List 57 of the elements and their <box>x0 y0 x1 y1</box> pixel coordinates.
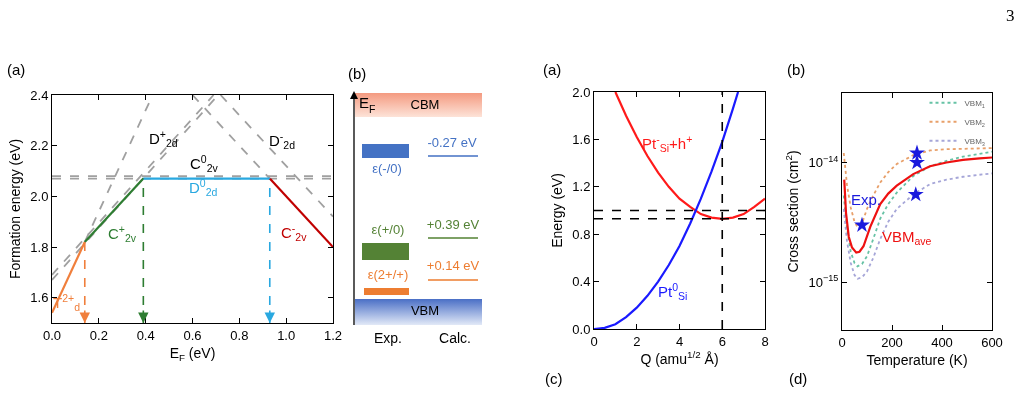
chart-title: (b) <box>787 61 806 79</box>
y-tick-label: 1.6 <box>572 131 591 147</box>
text: (b) <box>348 64 367 82</box>
y-tick-label: 1.2 <box>572 179 591 195</box>
x-axis-title: Q (amu$^{1/2}$ Å) <box>640 349 719 367</box>
x-tick-label: 8 <box>761 333 769 349</box>
y-tick-label: 0.8 <box>572 226 591 242</box>
x-tick-label: 6 <box>718 333 726 349</box>
text: +0.14 eV <box>426 258 480 274</box>
y-tick-label: 1.6 <box>30 290 49 306</box>
text: +0.39 eV <box>426 217 480 233</box>
y-tick-label: 10$^{−15}$ <box>808 273 839 290</box>
y-axis-title: Energy (eV) <box>548 173 565 248</box>
x-tick-label: 1.0 <box>277 327 296 343</box>
text: (c) <box>545 370 563 387</box>
y-tick-label: 0.4 <box>572 274 591 290</box>
text: (d) <box>789 370 808 387</box>
x-tick-label: 1.2 <box>323 327 343 343</box>
x-axis-title: Temperature (K) <box>866 351 968 368</box>
x-tick-label: 400 <box>931 334 953 350</box>
series-label: VBM$_{ave}$ <box>882 228 932 248</box>
text: ε(+/0) <box>371 222 405 238</box>
text: ε(2+/+) <box>367 267 409 283</box>
x-tick-label: 0 <box>838 334 846 350</box>
chart-title: (a) <box>543 61 562 79</box>
category-label: Exp. <box>373 329 403 346</box>
series-label: Exp. <box>851 191 882 208</box>
y-axis-title: Formation energy (eV) <box>6 138 23 280</box>
x-tick-label: 0.2 <box>89 327 108 343</box>
y-tick-label: 2.0 <box>572 84 591 100</box>
y-tick-label: 2.4 <box>30 87 49 103</box>
y-tick-label: 2.2 <box>30 138 49 154</box>
y-tick-label: 1.8 <box>30 239 49 255</box>
x-tick-label: 2 <box>633 333 641 349</box>
legend-label: VBM$_{2}$ <box>964 117 985 128</box>
text: E$_{F}$ <box>359 93 376 115</box>
x-tick-label: 0.4 <box>136 327 155 343</box>
x-tick-label: 0.8 <box>230 327 249 343</box>
y-tick-label: 2.0 <box>30 188 49 204</box>
text: VBM <box>410 303 440 319</box>
x-tick-label: 4 <box>675 333 684 349</box>
y-tick-label: 10$^{−14}$ <box>808 153 839 171</box>
legend-label: VBM$_{1}$ <box>964 98 985 109</box>
text: CBM <box>410 97 440 113</box>
legend-label: VBM$_{3}$ <box>964 136 985 147</box>
text: 3 <box>1006 6 1015 25</box>
x-tick-label: 0 <box>590 333 598 349</box>
text: ε(-/0) <box>372 161 402 177</box>
x-tick-label: 0.6 <box>183 327 202 343</box>
x-tick-label: 600 <box>981 334 1003 350</box>
x-axis-title: E$_{F}$ (eV) <box>169 344 216 363</box>
x-tick-label: 0.0 <box>42 327 62 343</box>
x-tick-label: 200 <box>881 334 903 350</box>
category-label: Calc. <box>439 329 471 346</box>
chart-title: (a) <box>7 61 26 79</box>
series-label: Pt$^{-}$$_{Si}$+h$^{+}$ <box>642 133 693 155</box>
text: -0.27 eV <box>427 135 477 151</box>
